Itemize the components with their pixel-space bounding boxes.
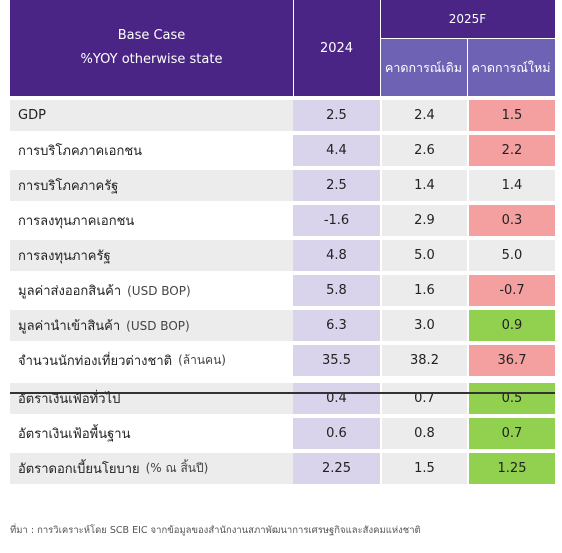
value-new-forecast: 0.3 bbox=[467, 205, 555, 236]
table-row: อัตราดอกเบี้ยนโยบาย (% ณ สิ้นปี) 2.25 1.5 1.… bbox=[10, 453, 555, 486]
row-label: มูลค่านำเข้าสินค้า bbox=[18, 319, 121, 334]
row-unit: (% ณ สิ้นปี) bbox=[145, 461, 209, 475]
row-label: การลงทุนภาครัฐ bbox=[18, 249, 111, 264]
value-new-forecast: 36.7 bbox=[467, 345, 555, 376]
row-label: การบริโภคภาครัฐ bbox=[18, 179, 119, 194]
table-row: มูลค่าส่งออกสินค้า (USD BOP) 5.8 1.6 -0.7 bbox=[10, 275, 555, 308]
value-new-forecast: 0.5 bbox=[467, 383, 555, 414]
header-2024: 2024 bbox=[293, 0, 380, 96]
value-2024: 0.4 bbox=[293, 383, 380, 414]
table-row: การบริโภคภาครัฐ 2.5 1.4 1.4 bbox=[10, 170, 555, 203]
row-label-cell: จำนวนนักท่องเที่ยวต่างชาติ (ล้านคน) bbox=[10, 345, 293, 376]
row-label: มูลค่าส่งออกสินค้า bbox=[18, 284, 122, 299]
row-label-cell: การบริโภคภาครัฐ bbox=[10, 170, 293, 201]
section-divider bbox=[10, 392, 555, 394]
header-separator bbox=[293, 0, 294, 96]
row-label: อัตราดอกเบี้ยนโยบาย bbox=[18, 462, 140, 477]
value-2024: 5.8 bbox=[293, 275, 380, 306]
value-new-forecast: 0.9 bbox=[467, 310, 555, 341]
value-old-forecast: 2.6 bbox=[380, 135, 467, 166]
row-label-cell: อัตราเงินเฟ้อพื้นฐาน bbox=[10, 418, 293, 449]
value-old-forecast: 1.5 bbox=[380, 453, 467, 484]
table-row: จำนวนนักท่องเที่ยวต่างชาติ (ล้านคน) 35.5 38… bbox=[10, 345, 555, 378]
row-label: GDP bbox=[18, 108, 46, 123]
row-label: การลงทุนภาคเอกชน bbox=[18, 214, 135, 229]
value-old-forecast: 0.8 bbox=[380, 418, 467, 449]
value-old-forecast: 3.0 bbox=[380, 310, 467, 341]
table-row: การบริโภคภาคเอกชน 4.4 2.6 2.2 bbox=[10, 135, 555, 168]
value-2024: 6.3 bbox=[293, 310, 380, 341]
table-row: GDP 2.5 2.4 1.5 bbox=[10, 100, 555, 133]
source-footnote: ที่มา : การวิเคราะห์โดย SCB EIC จากข้อมู… bbox=[10, 525, 421, 536]
value-2024: 2.25 bbox=[293, 453, 380, 484]
header-line1: Base Case bbox=[117, 28, 186, 43]
header-new-forecast: คาดการณ์ใหม่ bbox=[467, 38, 555, 96]
value-new-forecast: 0.7 bbox=[467, 418, 555, 449]
value-2024: 4.8 bbox=[293, 240, 380, 271]
row-unit: (USD BOP) bbox=[126, 318, 190, 333]
row-unit: (USD BOP) bbox=[127, 283, 191, 298]
row-label-cell: อัตราดอกเบี้ยนโยบาย (% ณ สิ้นปี) bbox=[10, 453, 293, 484]
value-2024: 4.4 bbox=[293, 135, 380, 166]
header-separator bbox=[467, 38, 468, 96]
header-2025f: 2025F bbox=[380, 0, 555, 38]
value-old-forecast: 1.4 bbox=[380, 170, 467, 201]
header-old-forecast: คาดการณ์เดิม bbox=[380, 38, 467, 96]
value-new-forecast: 2.2 bbox=[467, 135, 555, 166]
value-2024: -1.6 bbox=[293, 205, 380, 236]
row-label-cell: การลงทุนภาครัฐ bbox=[10, 240, 293, 271]
header-line2: %YOY otherwise state bbox=[80, 52, 223, 67]
row-label-cell: การบริโภคภาคเอกชน bbox=[10, 135, 293, 166]
value-new-forecast: 1.4 bbox=[467, 170, 555, 201]
row-label: การบริโภคภาคเอกชน bbox=[18, 144, 143, 159]
row-label-cell: มูลค่านำเข้าสินค้า (USD BOP) bbox=[10, 310, 293, 341]
value-old-forecast: 38.2 bbox=[380, 345, 467, 376]
value-old-forecast: 2.4 bbox=[380, 100, 467, 131]
row-label-cell: GDP bbox=[10, 100, 293, 131]
value-2024: 0.6 bbox=[293, 418, 380, 449]
value-new-forecast: 1.5 bbox=[467, 100, 555, 131]
value-old-forecast: 1.6 bbox=[380, 275, 467, 306]
table-row: อัตราเงินเฟ้อทั่วไป 0.4 0.7 0.5 bbox=[10, 383, 555, 416]
value-new-forecast: -0.7 bbox=[467, 275, 555, 306]
value-new-forecast: 5.0 bbox=[467, 240, 555, 271]
value-2024: 2.5 bbox=[293, 170, 380, 201]
table-row: การลงทุนภาครัฐ 4.8 5.0 5.0 bbox=[10, 240, 555, 273]
row-label-cell: การลงทุนภาคเอกชน bbox=[10, 205, 293, 236]
table-row: อัตราเงินเฟ้อพื้นฐาน 0.6 0.8 0.7 bbox=[10, 418, 555, 451]
value-old-forecast: 0.7 bbox=[380, 383, 467, 414]
value-2024: 2.5 bbox=[293, 100, 380, 131]
header-title: Base Case %YOY otherwise state bbox=[10, 0, 293, 96]
row-label: จำนวนนักท่องเที่ยวต่างชาติ bbox=[18, 354, 173, 369]
row-unit: (ล้านคน) bbox=[178, 353, 226, 367]
row-label: อัตราเงินเฟ้อพื้นฐาน bbox=[18, 427, 131, 442]
value-2024: 35.5 bbox=[293, 345, 380, 376]
row-label-cell: อัตราเงินเฟ้อทั่วไป bbox=[10, 383, 293, 414]
value-old-forecast: 2.9 bbox=[380, 205, 467, 236]
header-separator bbox=[380, 0, 381, 96]
row-label: อัตราเงินเฟ้อทั่วไป bbox=[18, 392, 121, 407]
table-row: การลงทุนภาคเอกชน -1.6 2.9 0.3 bbox=[10, 205, 555, 238]
value-old-forecast: 5.0 bbox=[380, 240, 467, 271]
table-row: มูลค่านำเข้าสินค้า (USD BOP) 6.3 3.0 0.9 bbox=[10, 310, 555, 343]
row-label-cell: มูลค่าส่งออกสินค้า (USD BOP) bbox=[10, 275, 293, 306]
value-new-forecast: 1.25 bbox=[467, 453, 555, 484]
